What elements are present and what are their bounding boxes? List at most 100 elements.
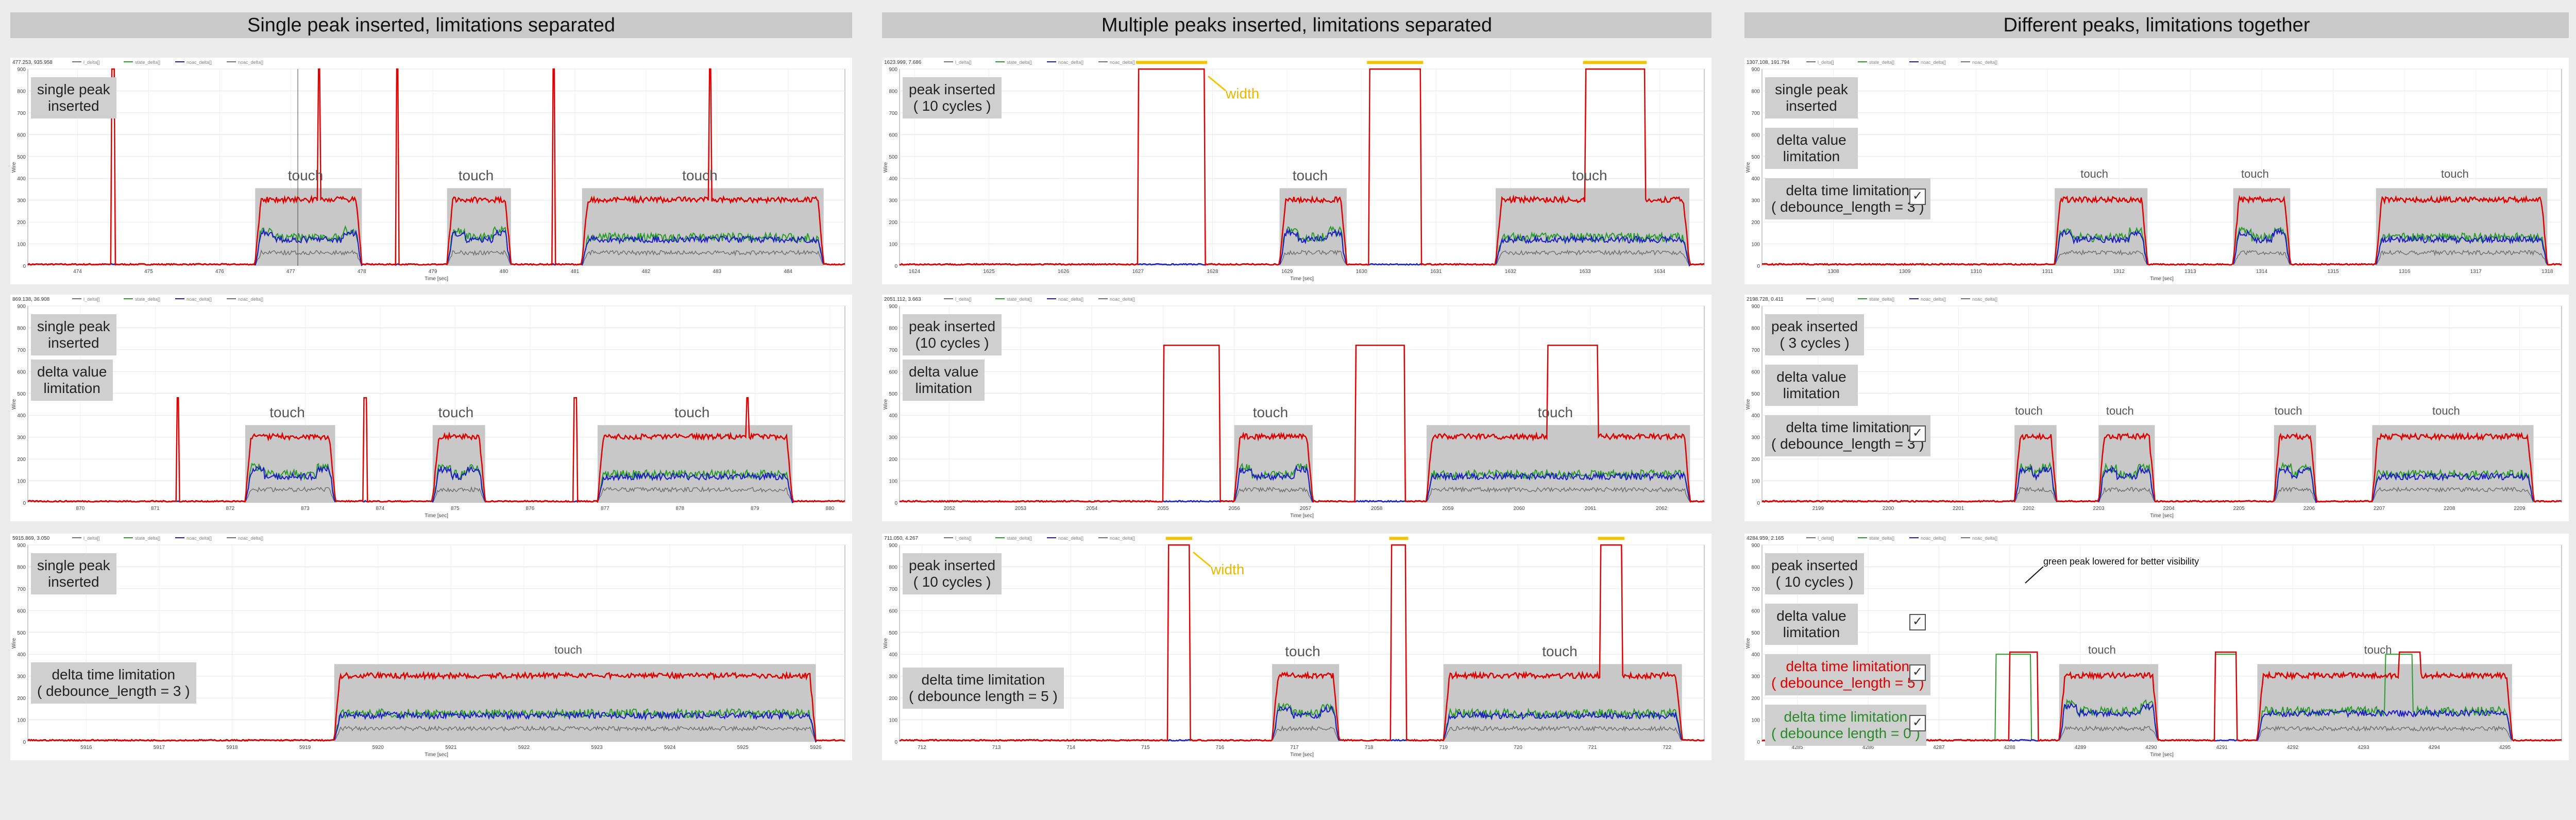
check-icon[interactable]: ✓ [1909, 664, 1926, 681]
legend-label[interactable]: noac_delta[] [1058, 536, 1083, 541]
legend-label[interactable]: l_delta[] [83, 536, 100, 541]
y-tick-label: 700 [889, 587, 897, 592]
y-tick-label: 900 [889, 304, 897, 310]
legend-label[interactable]: state_delta[] [1007, 536, 1032, 541]
x-tick-label: 484 [784, 269, 792, 275]
cursor-readout: 5915.869, 3.050 [12, 536, 50, 541]
chart-panel: 0 100 200 300 400 500 600 700 800 900 2052 2053 2054… [882, 295, 1711, 521]
legend-label[interactable]: state_delta[] [1869, 536, 1894, 541]
legend-label[interactable]: noac_delta[] [1972, 297, 1997, 302]
x-tick-label: 481 [571, 269, 580, 275]
legend-label[interactable]: l_delta[] [955, 297, 972, 302]
x-tick-label: 1627 [1132, 269, 1144, 275]
annotation-label-box: single peak inserted [31, 314, 116, 355]
legend-label[interactable]: l_delta[] [1818, 536, 1834, 541]
x-tick-label: 1626 [1058, 269, 1070, 275]
chart-panel: 0 100 200 300 400 500 600 700 800 900 4285 4286 4287… [1744, 534, 2569, 760]
y-tick-label: 300 [17, 435, 26, 441]
peak-top-highlight [1367, 61, 1423, 64]
y-tick-label: 700 [17, 587, 26, 592]
annotation-label-box: delta value limitation [1765, 365, 1858, 406]
x-tick-label: 5922 [518, 745, 530, 750]
legend-label[interactable]: noac_delta[] [1058, 60, 1083, 65]
y-tick-label: 300 [17, 674, 26, 680]
legend-label[interactable]: state_delta[] [1869, 60, 1894, 65]
legend-label[interactable]: noac_delta[] [187, 60, 212, 65]
series-line-red [27, 397, 845, 503]
y-tick-label: 200 [1751, 696, 1760, 702]
plot-annotation: touch [2364, 643, 2392, 657]
x-tick-label: 1634 [1654, 269, 1666, 275]
legend-label[interactable]: noac_delta[] [1972, 60, 1997, 65]
series-line-red [1761, 431, 2562, 503]
legend-label[interactable]: noac_delta[] [1110, 297, 1135, 302]
check-icon[interactable]: ✓ [1909, 425, 1926, 442]
x-tick-label: 4287 [1933, 745, 1945, 750]
y-tick-label: 200 [17, 696, 26, 702]
legend-label[interactable]: state_delta[] [1007, 297, 1032, 302]
legend-label[interactable]: noac_delta[] [187, 536, 212, 541]
check-icon[interactable]: ✓ [1909, 715, 1926, 731]
y-tick-label: 900 [1751, 543, 1760, 549]
legend-label[interactable]: state_delta[] [1007, 60, 1032, 65]
y-tick-label: 100 [1751, 242, 1760, 248]
x-tick-label: 1632 [1505, 269, 1517, 275]
legend-label[interactable]: noac_delta[] [1921, 297, 1946, 302]
x-axis-label: Time [sec] [425, 752, 448, 758]
x-tick-label: 721 [1588, 745, 1597, 750]
plot-annotation: touch [438, 404, 474, 421]
legend-label[interactable]: l_delta[] [1818, 297, 1834, 302]
legend-label[interactable]: l_delta[] [83, 297, 100, 302]
x-tick-label: 1314 [2256, 269, 2268, 275]
series-line-gray [27, 486, 845, 503]
legend-label[interactable]: state_delta[] [135, 297, 160, 302]
y-tick-label: 800 [889, 565, 897, 570]
legend-label[interactable]: state_delta[] [135, 536, 160, 541]
annotation-label-box: single peak inserted [31, 77, 116, 118]
x-tick-label: 875 [451, 506, 460, 511]
x-tick-label: 4286 [1862, 745, 1874, 750]
cursor-readout: 1307.108, 191.794 [1747, 60, 1790, 65]
annotation-label-box: single peak inserted [31, 553, 116, 594]
check-icon[interactable]: ✓ [1909, 189, 1926, 205]
y-tick-label: 700 [1751, 348, 1760, 353]
legend-label[interactable]: noac_delta[] [238, 536, 263, 541]
annotation-label-box: delta value limitation [1765, 128, 1858, 169]
annotation-label-box: peak inserted ( 10 cycles ) [1765, 553, 1865, 594]
x-tick-label: 1312 [2113, 269, 2125, 275]
y-tick-label: 100 [1751, 718, 1760, 724]
chart-panel: 0 100 200 300 400 500 600 700 800 900 1624 1625 1626… [882, 58, 1711, 284]
x-tick-label: 2062 [1656, 506, 1668, 511]
x-tick-label: 1311 [2042, 269, 2054, 275]
legend-label[interactable]: noac_delta[] [238, 297, 263, 302]
legend-label[interactable]: noac_delta[] [1058, 297, 1083, 302]
y-tick-label: 400 [17, 176, 26, 182]
plot-annotation: touch [554, 643, 582, 657]
x-tick-label: 474 [73, 269, 82, 275]
y-tick-label: 0 [1757, 264, 1760, 269]
x-tick-label: 1633 [1579, 269, 1591, 275]
legend-label[interactable]: noac_delta[] [1110, 60, 1135, 65]
x-tick-label: 2057 [1300, 506, 1312, 511]
legend-label[interactable]: noac_delta[] [238, 60, 263, 65]
x-tick-label: 482 [641, 269, 650, 275]
legend-label[interactable]: noac_delta[] [1110, 536, 1135, 541]
legend-label[interactable]: l_delta[] [1818, 60, 1834, 65]
legend-label[interactable]: noac_delta[] [1921, 60, 1946, 65]
check-icon[interactable]: ✓ [1909, 614, 1926, 630]
x-tick-label: 870 [76, 506, 85, 511]
legend-label[interactable]: state_delta[] [135, 60, 160, 65]
legend-label[interactable]: l_delta[] [955, 60, 972, 65]
x-tick-label: 4289 [2075, 745, 2087, 750]
legend-label[interactable]: state_delta[] [1869, 297, 1894, 302]
y-tick-label: 700 [889, 348, 897, 353]
y-tick-label: 900 [17, 543, 26, 549]
x-tick-label: 718 [1365, 745, 1374, 750]
legend-label[interactable]: noac_delta[] [1921, 536, 1946, 541]
legend-label[interactable]: l_delta[] [83, 60, 100, 65]
plot-annotation: width [1211, 561, 1245, 577]
legend-label[interactable]: l_delta[] [955, 536, 972, 541]
x-tick-label: 872 [226, 506, 235, 511]
legend-label[interactable]: noac_delta[] [187, 297, 212, 302]
legend-label[interactable]: noac_delta[] [1972, 536, 1997, 541]
